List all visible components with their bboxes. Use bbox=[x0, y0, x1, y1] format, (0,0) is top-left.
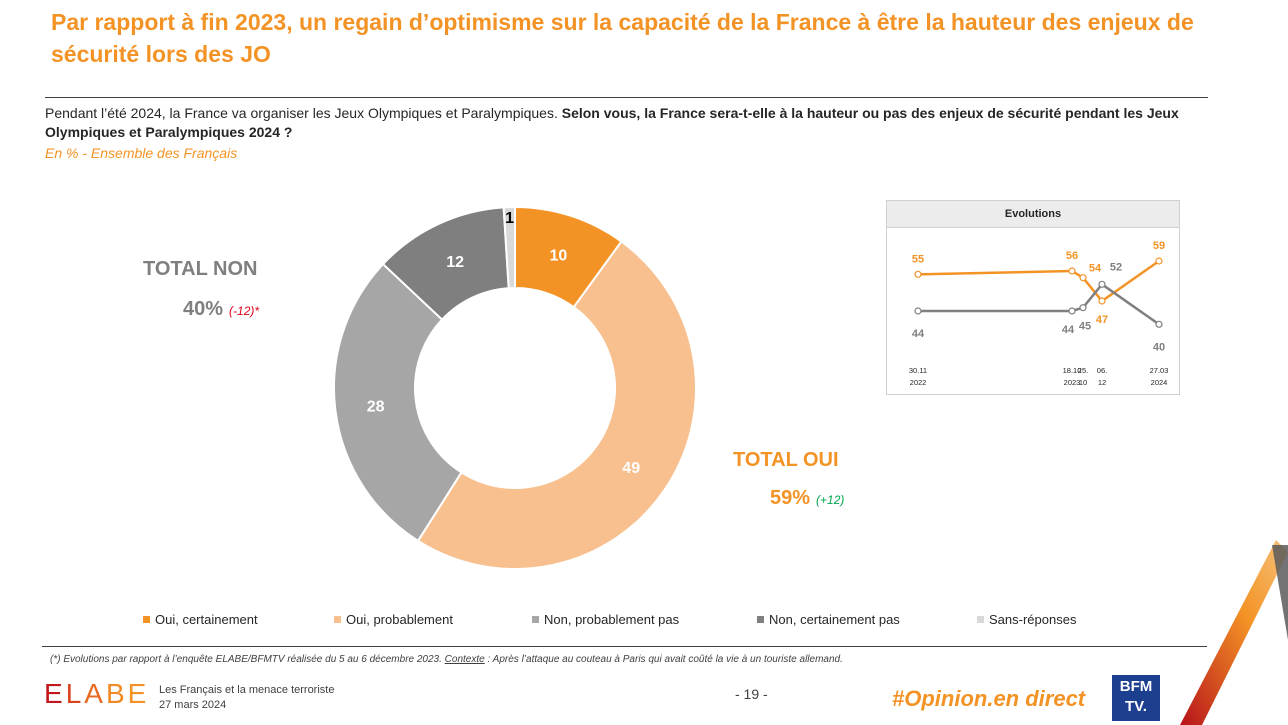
legend-item-2: Non, probablement pas bbox=[532, 612, 679, 627]
evo-point-1-1 bbox=[1068, 307, 1076, 315]
legend-label: Non, certainement pas bbox=[769, 612, 900, 627]
donut-label-2: 28 bbox=[367, 399, 385, 416]
legend-label: Non, probablement pas bbox=[544, 612, 680, 627]
total-oui-delta: (+12) bbox=[816, 493, 845, 507]
question-text: Pendant l’été 2024, la France va organis… bbox=[45, 104, 1205, 142]
elabe-logo: ELABE bbox=[44, 678, 149, 710]
elabe-logo-letter: A bbox=[84, 678, 106, 709]
legend-label: Sans-réponses bbox=[989, 612, 1077, 627]
donut-slice-2 bbox=[333, 262, 463, 543]
evolution-panel: Evolutions 55 56 54 47 59 44 44 45 52 40 30.11 2022… bbox=[886, 200, 1180, 395]
elabe-logo-letter: E bbox=[44, 678, 66, 709]
evo-point-0-2 bbox=[1079, 274, 1087, 282]
evo-label-1-2: 45 bbox=[1079, 321, 1091, 333]
evo-point-1-3 bbox=[1098, 280, 1106, 288]
total-oui-label: TOTAL OUI bbox=[733, 449, 839, 471]
question-intro: Pendant l’été 2024, la France va organis… bbox=[45, 105, 562, 121]
bfmtv-logo-line2: TV. bbox=[1125, 698, 1147, 715]
brand-triangle-decoration bbox=[1180, 540, 1288, 725]
legend-item-4: Sans-réponses bbox=[977, 612, 1076, 627]
legend-item-1: Oui, probablement bbox=[334, 612, 453, 627]
evo-line-1 bbox=[918, 282, 1160, 326]
footnote-main: (*) Evolutions par rapport à l’enquête E… bbox=[50, 654, 445, 665]
legend-swatch bbox=[977, 616, 984, 623]
donut-label-0: 10 bbox=[550, 247, 568, 264]
report-info: Les Français et la menace terroriste 27 … bbox=[159, 683, 334, 713]
evo-point-0-0 bbox=[914, 270, 922, 278]
base-subtitle: En % - Ensemble des Français bbox=[45, 145, 238, 161]
legend-label: Oui, probablement bbox=[346, 612, 453, 627]
footnote: (*) Evolutions par rapport à l’enquête E… bbox=[50, 654, 843, 665]
total-non-value: 40% bbox=[183, 298, 224, 320]
legend-swatch bbox=[532, 616, 539, 623]
evo-xtick-top-2: 25. bbox=[1078, 366, 1088, 375]
page-title: Par rapport à fin 2023, un regain d’opti… bbox=[51, 9, 1194, 67]
donut-slice-1 bbox=[416, 240, 697, 570]
evo-label-0-0: 55 bbox=[912, 253, 924, 265]
footnote-context-label: Contexte bbox=[444, 654, 485, 665]
evo-point-0-4 bbox=[1155, 257, 1163, 265]
evo-xtick-top-1: 18.10 bbox=[1063, 366, 1082, 375]
evo-xtick-bottom-4: 2024 bbox=[1151, 378, 1168, 387]
evo-xtick-top-0: 30.11 bbox=[909, 366, 927, 375]
legend-swatch bbox=[334, 616, 341, 623]
donut-label-3: 12 bbox=[446, 254, 464, 271]
evo-label-1-0: 44 bbox=[912, 328, 925, 340]
evo-xtick-top-3: 06. bbox=[1097, 366, 1107, 375]
evo-label-0-4: 59 bbox=[1153, 240, 1165, 252]
total-non-label: TOTAL NON bbox=[143, 258, 258, 280]
total-non-value-wrap: 40% (-12)* bbox=[183, 298, 259, 321]
legend: Oui, certainement Oui, probablement Non, p… bbox=[0, 612, 1288, 632]
total-oui-value: 59% bbox=[770, 487, 811, 509]
hashtag: #Opinion.en direct bbox=[892, 686, 1086, 711]
evolution-line-chart: 55 56 54 47 59 44 44 45 52 40 30.11 2022 18.10 2023 25… bbox=[909, 240, 1169, 387]
evo-label-0-1: 56 bbox=[1066, 250, 1078, 262]
legend-swatch bbox=[143, 616, 150, 623]
elabe-logo-letter: B bbox=[105, 678, 128, 709]
elabe-logo-letter: E bbox=[127, 678, 150, 709]
evo-point-0-1 bbox=[1068, 267, 1076, 275]
evo-line-0 bbox=[917, 259, 1160, 303]
evo-point-1-2 bbox=[1079, 304, 1087, 312]
evo-label-1-1: 44 bbox=[1062, 324, 1075, 336]
total-non-delta: (-12)* bbox=[229, 304, 260, 318]
page-number: - 19 - bbox=[735, 686, 768, 702]
legend-label: Oui, certainement bbox=[155, 612, 258, 627]
evo-point-0-3 bbox=[1098, 297, 1106, 305]
evo-label-0-2: 54 bbox=[1089, 263, 1102, 275]
evo-xtick-bottom-2: 10 bbox=[1079, 378, 1087, 387]
evo-xtick-bottom-0: 2022 bbox=[910, 378, 927, 387]
header-rule bbox=[45, 97, 1208, 98]
evo-point-1-4 bbox=[1155, 320, 1163, 328]
elabe-logo-letter: L bbox=[65, 678, 85, 709]
legend-item-3: Non, certainement pas bbox=[757, 612, 900, 627]
question-bold: Selon vous, la France sera-t-elle à la h… bbox=[45, 105, 1179, 140]
evolution-title: Evolutions bbox=[887, 201, 1179, 228]
footnote-context-text: : Après l’attaque au couteau à Paris qui… bbox=[484, 654, 843, 665]
bfmtv-logo-line1: BFM bbox=[1119, 678, 1153, 695]
evo-label-1-4: 40 bbox=[1153, 341, 1165, 353]
legend-swatch bbox=[757, 616, 764, 623]
legend-item-0: Oui, certainement bbox=[143, 612, 258, 627]
evo-point-1-0 bbox=[914, 307, 922, 315]
evo-xtick-bottom-1: 2023 bbox=[1064, 378, 1081, 387]
donut-label-4: 1 bbox=[505, 210, 514, 227]
evo-label-1-3: 52 bbox=[1110, 261, 1122, 273]
footer-rule bbox=[42, 646, 1207, 647]
report-title: Les Français et la menace terroriste bbox=[159, 684, 335, 696]
report-date: 27 mars 2024 bbox=[159, 699, 227, 711]
donut-label-1: 49 bbox=[622, 460, 640, 477]
donut-slice-4 bbox=[502, 205, 516, 290]
evo-xtick-top-4: 27.03 bbox=[1150, 366, 1169, 375]
total-oui-value-wrap: 59% (+12) bbox=[770, 487, 844, 510]
bfmtv-logo: BFM TV. bbox=[1112, 675, 1160, 721]
evo-label-0-3: 47 bbox=[1096, 314, 1108, 326]
evo-xtick-bottom-3: 12 bbox=[1098, 378, 1106, 387]
